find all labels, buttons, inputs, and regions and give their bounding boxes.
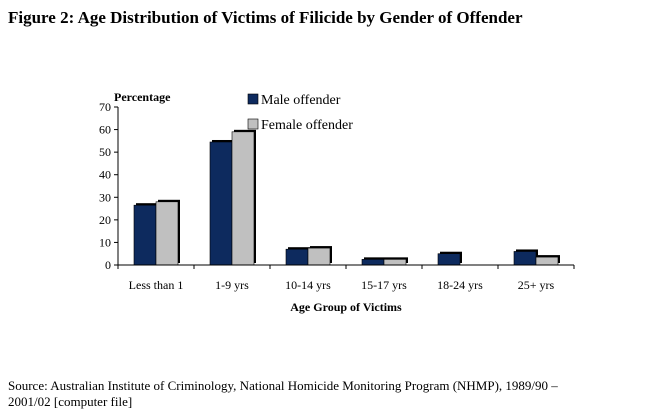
y-tick-label: 0 [105,258,111,272]
x-tick-label: 15-17 yrs [361,278,407,292]
y-tick-label: 10 [99,235,111,249]
legend-swatch [247,93,259,105]
x-axis-label: Age Group of Victims [290,300,402,314]
bar-male-offender [209,141,233,266]
y-tick-label: 40 [99,168,111,182]
source-line-1: Source: Australian Institute of Criminol… [8,378,558,393]
bar-female-offender [231,131,255,266]
y-tick-label: 30 [99,190,111,204]
x-tick-label: 10-14 yrs [285,278,331,292]
x-axis: Less than 1 1-9 yrs 10-14 yrs 15-17 yrs 18-2… [117,264,575,292]
bar-male-offender [361,259,385,266]
bar-female-offender [535,256,559,266]
bar-male-offender [437,253,461,266]
bar-male-offender [513,251,537,266]
source-note: Source: Australian Institute of Criminol… [8,378,648,410]
x-tick-label: 18-24 yrs [437,278,483,292]
legend-swatch [247,118,259,130]
x-tick-label: 25+ yrs [518,278,555,292]
legend-label: Male offender [261,93,341,108]
legend-label: Female offender [261,118,353,133]
bar-female-offender [307,247,331,266]
bars [133,129,560,266]
bar-female-offender [155,201,179,266]
y-tick-label: 50 [99,145,111,159]
bar-female-offender [383,259,407,266]
y-tick-label: 60 [99,123,111,137]
y-tick-label: 20 [99,213,111,227]
legend: Male offender Female offender [247,93,353,133]
bar-male-offender [133,204,157,266]
bar-male-offender [285,248,309,266]
figure-title: Figure 2: Age Distribution of Victims of… [8,8,523,27]
source-line-2: 2001/02 [computer file] [8,394,133,409]
y-tick-label: 70 [99,100,111,114]
y-axis-label: Percentage [114,90,171,104]
x-tick-label: 1-9 yrs [215,278,249,292]
y-axis: 0 10 20 30 40 50 60 70 [99,100,119,272]
x-tick-label: Less than 1 [129,278,184,292]
